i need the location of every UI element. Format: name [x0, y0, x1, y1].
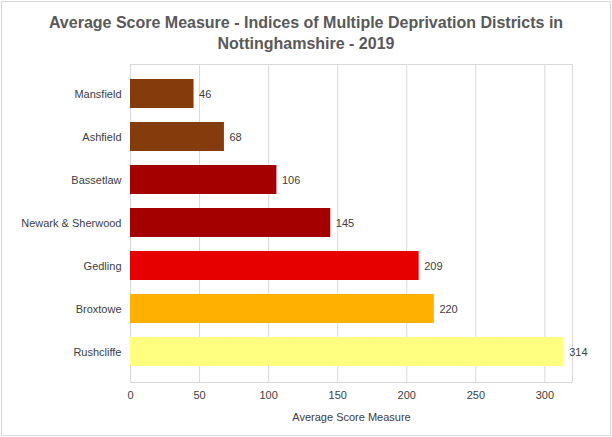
svg-text:220: 220	[439, 303, 457, 315]
svg-text:100: 100	[259, 389, 277, 401]
svg-text:Ashfield: Ashfield	[82, 131, 121, 143]
svg-text:145: 145	[336, 217, 354, 229]
html-text:Average Score Measure - Indice: Average Score Measure - Indices of Multi…	[48, 14, 564, 52]
svg-text:Gedling: Gedling	[84, 260, 122, 272]
svg-text:Broxtowe: Broxtowe	[76, 303, 122, 315]
svg-text:50: 50	[193, 389, 205, 401]
svg-text:Rushcliffe: Rushcliffe	[73, 346, 121, 358]
svg-text:Average Score Measure: Average Score Measure	[292, 411, 410, 423]
svg-text:300: 300	[536, 389, 554, 401]
svg-text:200: 200	[398, 389, 416, 401]
svg-text:150: 150	[329, 389, 347, 401]
svg-text:250: 250	[467, 389, 485, 401]
svg-text:Newark & Sherwood: Newark & Sherwood	[21, 217, 121, 229]
svg-text:46: 46	[199, 88, 211, 100]
svg-text:68: 68	[229, 131, 241, 143]
svg-text:Mansfield: Mansfield	[74, 88, 121, 100]
svg-text:Bassetlaw: Bassetlaw	[71, 174, 121, 186]
svg-text:209: 209	[424, 260, 442, 272]
svg-text:0: 0	[127, 389, 133, 401]
svg-text:106: 106	[282, 174, 300, 186]
svg-text:314: 314	[569, 346, 587, 358]
